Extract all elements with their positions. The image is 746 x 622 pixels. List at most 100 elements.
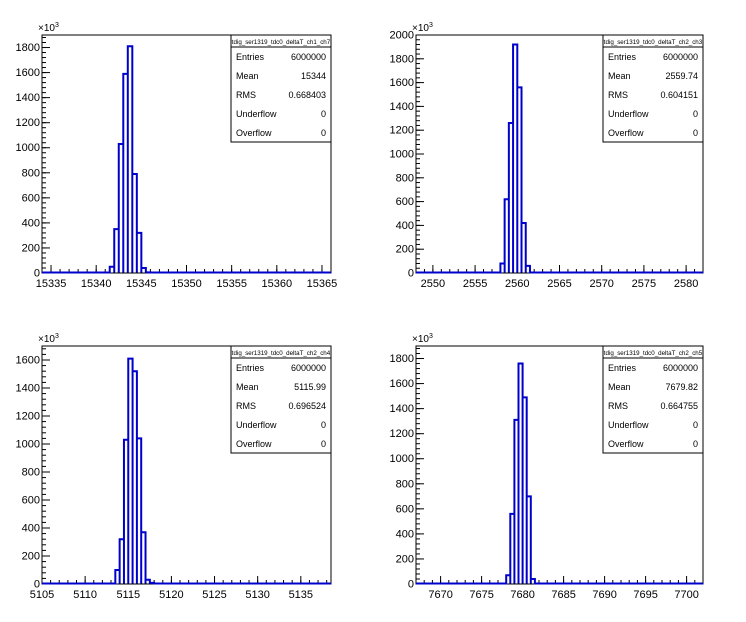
y-tick-label: 0 <box>408 268 414 280</box>
stats-box-frame <box>230 345 332 454</box>
y-tick-label: 800 <box>396 478 414 490</box>
y-tick-label: 200 <box>396 553 414 565</box>
histogram-bin <box>527 496 531 584</box>
histogram-bin <box>526 266 530 273</box>
y-multiplier-base: ×10 <box>38 23 55 34</box>
stats-label: Entries <box>608 363 637 373</box>
stats-value: 0 <box>693 439 698 449</box>
x-tick-label: 2570 <box>589 278 613 290</box>
stats-value: 7679.82 <box>665 382 698 392</box>
y-multiplier-exponent: 3 <box>55 22 59 29</box>
x-tick-label: 15350 <box>171 278 202 290</box>
x-tick-label: 2575 <box>632 278 656 290</box>
histogram-outline <box>42 45 331 274</box>
stats-value: 0 <box>693 109 698 119</box>
stats-value: 6000000 <box>291 363 326 373</box>
y-tick-label: 1200 <box>16 117 40 129</box>
y-tick-label: 400 <box>396 220 414 232</box>
x-tick-label: 2555 <box>463 278 487 290</box>
stats-label: Underflow <box>608 420 649 430</box>
x-tick-label: 7675 <box>469 589 493 601</box>
histogram-bin <box>150 583 154 584</box>
histogram-bin <box>128 359 132 584</box>
histogram-bin <box>531 579 535 584</box>
y-tick-label: 1600 <box>390 77 414 89</box>
stats-label: RMS <box>608 401 628 411</box>
histogram-bin <box>110 267 115 273</box>
histogram-bin <box>509 123 513 273</box>
x-tick-label: 5110 <box>73 589 97 601</box>
stats-label: Mean <box>236 71 259 81</box>
y-tick-label: 400 <box>22 217 40 229</box>
stats-value: 6000000 <box>663 363 698 373</box>
stats-value: 0.668403 <box>288 90 326 100</box>
stats-label: Entries <box>608 52 637 62</box>
x-tick-label: 2560 <box>505 278 529 290</box>
histogram-bin <box>123 74 128 273</box>
y-tick-label: 1000 <box>390 149 414 161</box>
stats-label: Underflow <box>608 109 649 119</box>
y-multiplier-base: ×10 <box>412 23 429 34</box>
stats-value: 0.604151 <box>660 90 698 100</box>
x-tick-label: 7700 <box>674 589 698 601</box>
stats-box: tdig_ser1319_tdc0_deltaT_ch2_ch3 Entries 6… <box>602 34 704 143</box>
x-tick-label: 7670 <box>428 589 452 601</box>
y-tick-label: 600 <box>22 192 40 204</box>
histogram-panel-1: 0 200 400 600 800 1000 1200 1400 1600 1800 15335 15… <box>16 22 338 290</box>
x-tick-label: 5120 <box>159 589 183 601</box>
histogram-bin <box>500 263 504 273</box>
y-tick-label: 0 <box>34 579 40 591</box>
y-tick-label: 1800 <box>390 53 414 65</box>
y-tick-label: 1600 <box>16 355 40 367</box>
histogram-bin <box>137 438 141 584</box>
y-tick-label: 1400 <box>16 383 40 395</box>
y-tick-label: 1600 <box>16 67 40 79</box>
stats-value: 0 <box>321 420 326 430</box>
histogram-bin <box>514 420 518 584</box>
stats-label: Overflow <box>236 128 272 138</box>
histogram-bin <box>115 570 119 584</box>
stats-value: 0 <box>693 420 698 430</box>
y-tick-label: 200 <box>22 551 40 563</box>
y-tick-label: 1800 <box>390 353 414 365</box>
y-tick-label: 200 <box>22 242 40 254</box>
stats-label: Entries <box>236 52 265 62</box>
y-tick-label: 0 <box>34 268 40 280</box>
stats-box-frame <box>230 34 332 143</box>
y-tick-label: 2000 <box>390 30 414 42</box>
histogram-bin <box>510 514 514 584</box>
y-tick-label: 600 <box>396 196 414 208</box>
stats-value: 15344 <box>301 71 326 81</box>
histogram-panel-4: 0 200 400 600 800 1000 1200 1400 1600 1800 7670 767… <box>390 333 704 601</box>
stats-label: RMS <box>236 401 256 411</box>
y-multiplier-base: ×10 <box>412 334 429 345</box>
x-tick-label: 7695 <box>633 589 657 601</box>
stats-label: Underflow <box>236 109 277 119</box>
y-tick-label: 600 <box>396 503 414 515</box>
y-multiplier-exponent: 3 <box>429 22 433 29</box>
stats-value: 0 <box>321 128 326 138</box>
histogram-bin <box>128 46 133 273</box>
x-tick-label: 15355 <box>216 278 247 290</box>
histogram-outline <box>416 362 703 585</box>
y-tick-label: 0 <box>408 579 414 591</box>
stats-label: Overflow <box>236 439 272 449</box>
histogram-title: tdig_ser1319_tdc0_deltaT_ch2_ch4 <box>232 350 331 357</box>
stats-value: 0 <box>321 109 326 119</box>
x-tick-label: 5130 <box>245 589 269 601</box>
histogram-bin <box>505 199 509 273</box>
stats-label: RMS <box>236 90 256 100</box>
stats-label: RMS <box>608 90 628 100</box>
histogram-bin <box>141 532 145 584</box>
x-tick-label: 5125 <box>202 589 226 601</box>
y-multiplier-base: ×10 <box>38 334 55 345</box>
x-tick-label: 15340 <box>81 278 112 290</box>
histogram-bin <box>146 580 150 584</box>
histogram-bin <box>132 174 137 273</box>
y-tick-label: 400 <box>396 528 414 540</box>
y-tick-label: 1400 <box>390 101 414 113</box>
y-multiplier-exponent: 3 <box>429 333 433 340</box>
stats-box: tdig_ser1319_tdc0_deltaT_ch2_ch5 Entries 6… <box>602 345 704 454</box>
x-tick-label: 15335 <box>36 278 67 290</box>
